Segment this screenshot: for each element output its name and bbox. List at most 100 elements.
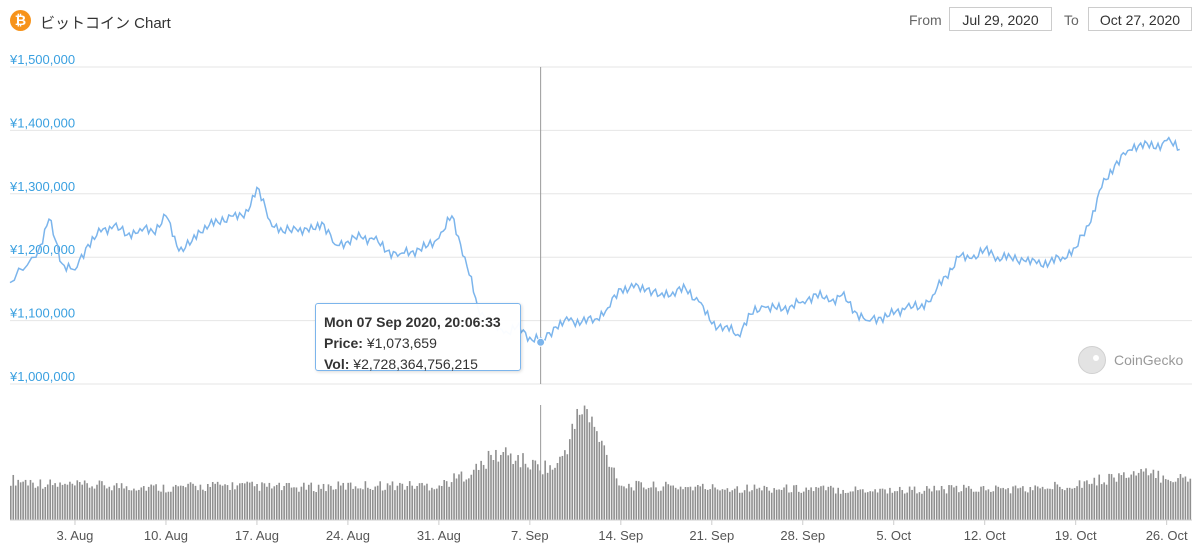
from-label: From [909,12,942,28]
volume-bar [630,487,633,520]
volume-bar [81,484,84,520]
volume-bar [911,489,913,520]
volume-bar [367,487,369,520]
volume-bar [756,488,758,520]
volume-bar [307,484,310,520]
volume-bar [635,480,638,520]
volume-bar [418,483,421,520]
volume-bar [985,490,987,520]
volume-bar [684,486,687,520]
volume-bar [258,490,261,520]
volume-bar [174,484,177,520]
volume-bar [945,493,948,520]
volume-bar [413,488,416,520]
volume-bar [972,491,975,520]
volume-bar [450,482,453,520]
volume-bar [1004,489,1007,520]
volume-bar [1027,492,1029,520]
volume-bar [1125,477,1128,520]
volume-bar [618,485,620,520]
volume-bar [246,481,248,520]
volume-bar [997,486,1000,520]
volume-bar [1056,484,1059,520]
price-line [9,136,1180,344]
volume-bar [115,483,118,520]
from-date-input[interactable]: Jul 29, 2020 [949,7,1052,31]
volume-bar [603,445,606,520]
volume-bar [160,491,162,520]
volume-bar [1041,486,1044,520]
volume-bar [640,482,642,520]
highlight-point[interactable] [536,337,546,347]
volume-bar [738,492,741,520]
x-tick-label: 28. Sep [780,528,825,543]
volume-bar [64,483,66,520]
volume-bar [399,482,401,520]
volume-bar [906,492,908,520]
volume-bar [765,486,768,520]
volume-bar [544,460,546,520]
volume-bar [930,491,933,520]
volume-bar [1184,476,1187,520]
volume-bar [586,409,588,520]
volume-bar [376,485,379,520]
volume-bar [101,481,103,520]
volume-bar [234,489,236,520]
volume-bar [280,490,283,520]
volume-bar [140,487,143,520]
volume-bar [192,483,194,520]
volume-bar [349,482,352,520]
volume-bar [1177,478,1179,520]
x-tick-label: 12. Oct [964,528,1006,543]
volume-bar [475,463,478,520]
volume-bar [815,487,817,520]
volume-bar [1036,486,1039,520]
volume-bar [369,488,372,520]
volume-bar [601,440,603,520]
volume-bar [1039,488,1041,520]
volume-bar [1014,485,1017,520]
y-tick-label: ¥1,300,000 [9,179,75,194]
volume-bar [512,464,514,520]
volume-bar [613,467,615,520]
volume-bar [596,431,598,520]
to-date-input[interactable]: Oct 27, 2020 [1088,7,1192,31]
volume-bar [468,478,470,520]
volume-bar [901,490,904,520]
volume-bar [625,488,628,520]
volume-bar [34,487,37,520]
volume-bar [167,491,170,520]
volume-bar [69,481,71,520]
volume-bar [108,486,111,520]
volume-bar [711,484,714,520]
volume-bar [790,492,793,520]
volume-bar [967,486,970,520]
volume-bar [187,483,189,520]
volume-bar [130,490,133,520]
volume-bar [962,484,965,520]
volume-bar [822,485,825,520]
volume-bar [406,486,409,520]
volume-bar [1071,488,1073,520]
volume-bar [150,484,152,520]
volume-bar [825,490,827,520]
volume-bar [1012,486,1014,520]
volume-bar [300,486,303,520]
volume-bar [199,484,202,520]
volume-bar [729,491,731,520]
volume-bar [1120,475,1123,520]
volume-bar [731,490,734,520]
volume-bar [948,485,950,520]
volume-bar [1162,475,1165,520]
volume-bar [436,488,438,520]
volume-bar [1059,486,1061,520]
volume-bar [354,486,357,520]
x-tick-label: 31. Aug [417,528,461,543]
x-tick-label: 19. Oct [1055,528,1097,543]
volume-bar [837,487,839,520]
volume-bar [958,492,960,520]
volume-bar [623,486,625,520]
chart-header: ₿ ビットコイン Chart From Jul 29, 2020 To Oct … [0,0,1200,40]
volume-bar [884,489,886,520]
